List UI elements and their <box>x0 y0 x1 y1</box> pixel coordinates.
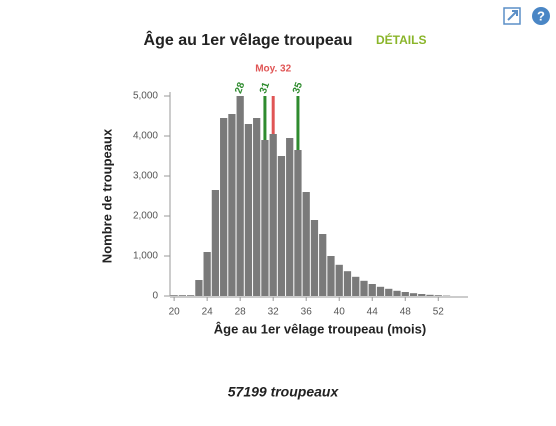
x-tick-label: 24 <box>202 307 214 318</box>
bar <box>377 287 384 296</box>
bar <box>212 190 219 296</box>
x-tick-label: 28 <box>235 307 247 318</box>
bar <box>402 292 409 296</box>
bar <box>311 220 318 296</box>
details-link[interactable]: DÉTAILS <box>376 32 426 47</box>
bar <box>294 150 301 296</box>
bar <box>344 271 351 296</box>
bar <box>336 265 343 296</box>
percentile-label: 31 <box>258 81 272 96</box>
help-icon[interactable]: ? <box>532 7 550 25</box>
y-tick-label: 5,000 <box>133 91 158 102</box>
footer: 57199 troupeaux <box>228 384 340 400</box>
bar <box>418 294 425 296</box>
x-tick-label: 44 <box>367 307 379 318</box>
percentile-label: 35 <box>291 81 305 96</box>
y-tick-label: 1,000 <box>133 251 158 262</box>
mean-label: Moy. 32 <box>255 64 291 75</box>
bar <box>179 295 186 296</box>
bar <box>187 295 194 296</box>
chart-title: Âge au 1er vêlage troupeau <box>144 30 353 49</box>
x-tick-label: 40 <box>334 307 346 318</box>
bar <box>303 192 310 296</box>
x-axis-label: Âge au 1er vêlage troupeau (mois) <box>214 321 426 336</box>
bar <box>360 281 367 296</box>
x-tick-label: 48 <box>400 307 412 318</box>
bar <box>228 114 235 296</box>
bar <box>171 295 178 296</box>
bar <box>393 291 400 296</box>
bar <box>369 284 376 296</box>
bar <box>410 293 417 296</box>
y-tick-label: 0 <box>152 291 158 302</box>
bar <box>204 252 211 296</box>
export-icon[interactable] <box>504 8 520 24</box>
y-tick-label: 2,000 <box>133 211 158 222</box>
bar <box>237 96 244 296</box>
bar <box>327 256 334 296</box>
percentile-label: 28 <box>233 81 247 96</box>
bar <box>352 277 359 296</box>
x-tick-label: 32 <box>268 307 280 318</box>
bar <box>261 140 268 296</box>
svg-text:?: ? <box>537 8 545 23</box>
bar <box>385 289 392 296</box>
y-tick-label: 3,000 <box>133 171 158 182</box>
bar <box>220 118 227 296</box>
bar <box>278 156 285 296</box>
y-axis-label: Nombre de troupeaux <box>99 128 114 263</box>
bar <box>435 295 442 296</box>
bar <box>245 124 252 296</box>
bar <box>270 134 277 296</box>
bar <box>286 138 293 296</box>
y-tick-label: 4,000 <box>133 131 158 142</box>
bar <box>195 280 202 296</box>
x-tick-label: 52 <box>433 307 445 318</box>
bar <box>426 295 433 296</box>
x-tick-label: 20 <box>169 307 181 318</box>
x-tick-label: 36 <box>301 307 313 318</box>
bar <box>319 234 326 296</box>
bar <box>253 118 260 296</box>
